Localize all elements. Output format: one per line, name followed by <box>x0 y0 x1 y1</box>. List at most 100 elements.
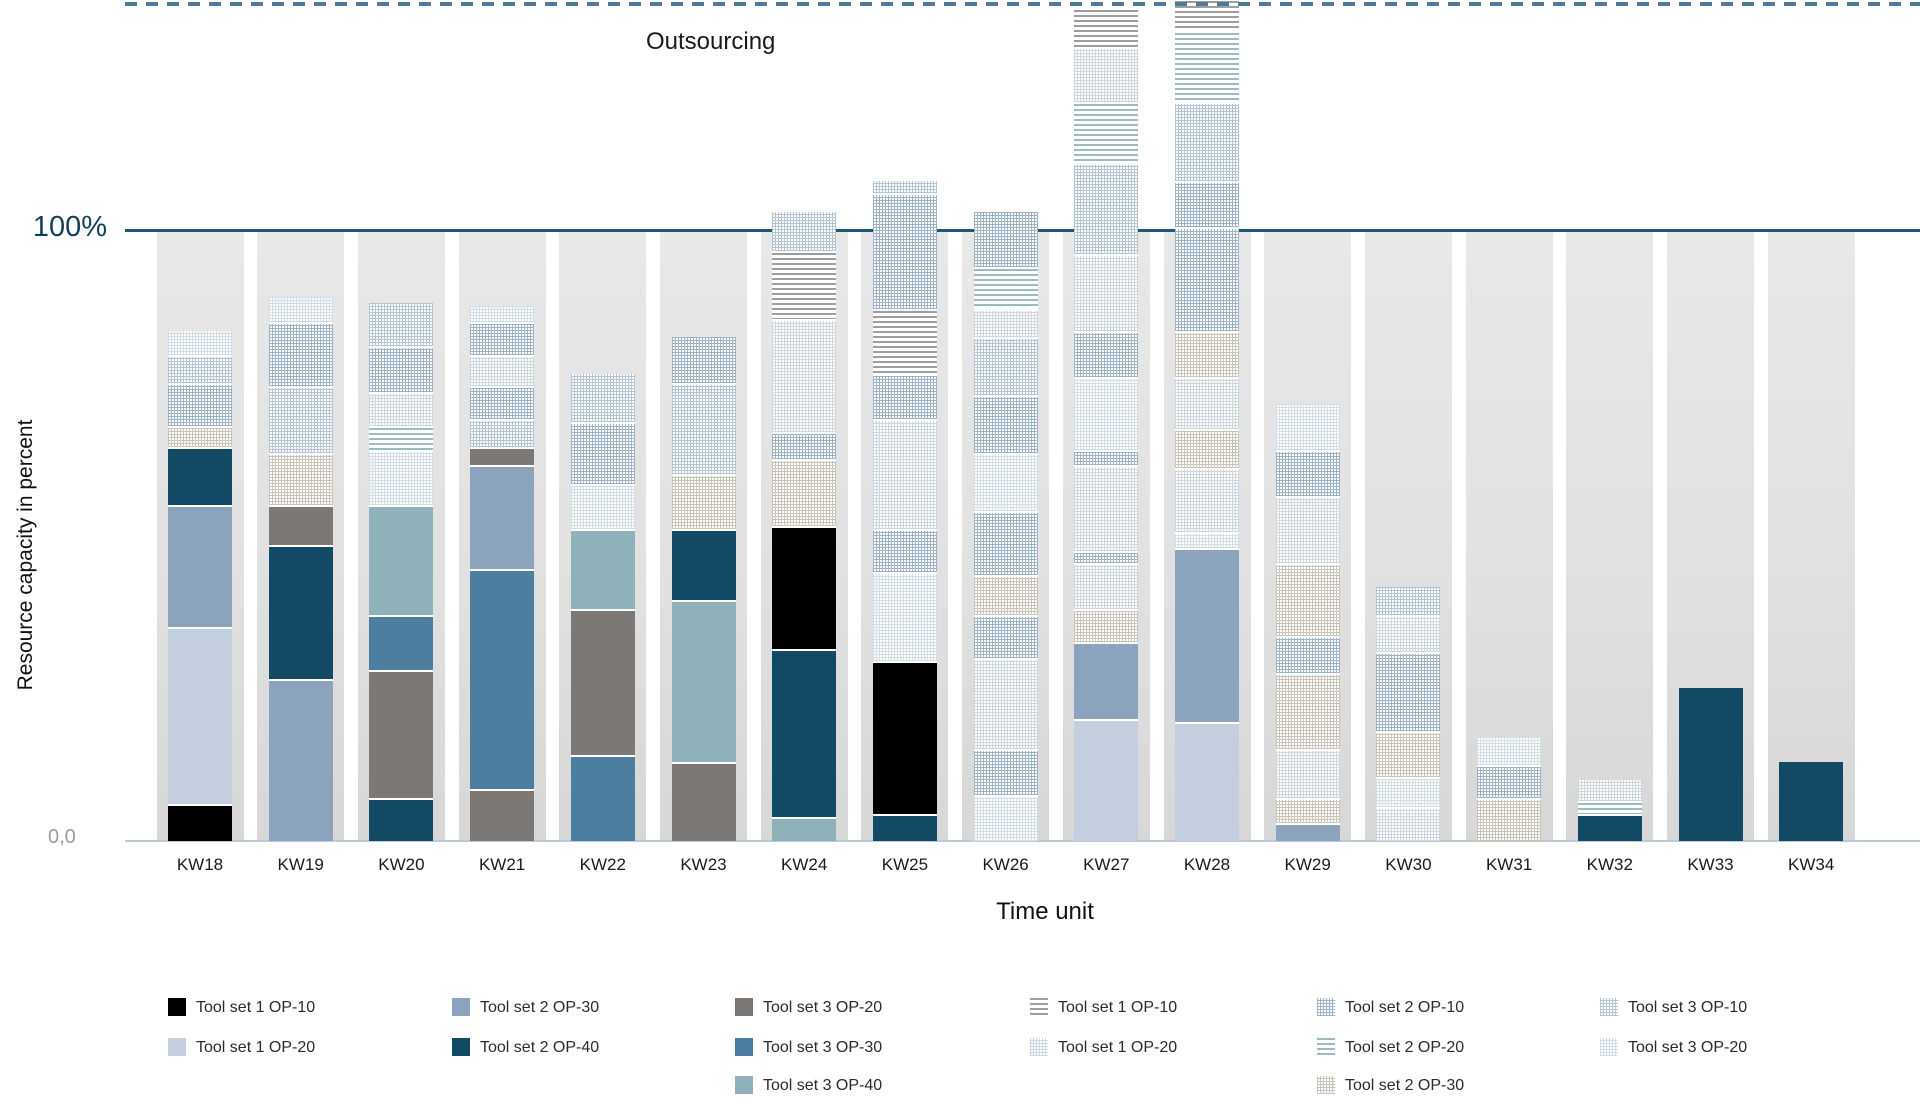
bar-segment-kw21-tool-set-3-op-20 <box>470 789 535 841</box>
x-axis-line <box>125 840 1920 842</box>
bar-segment-kw28-tool-set-2-op-20 <box>1175 31 1239 102</box>
bar-segment-kw28-tool-set-2-op-30 <box>1175 330 1239 377</box>
bar-segment-kw18-tool-set-1-op-20 <box>168 627 232 805</box>
legend-label-h1op10: Tool set 1 OP-10 <box>1058 999 1178 1016</box>
legend-label-s2op30: Tool set 2 OP-30 <box>480 999 600 1016</box>
legend-label-s1op20: Tool set 1 OP-20 <box>196 1039 316 1056</box>
legend-swatch-h2op30 <box>1317 1076 1335 1094</box>
bar-segment-kw25-tool-set-1-op-10 <box>872 660 937 814</box>
bar-segment-kw27-tool-set-1-op-20 <box>1074 465 1139 551</box>
bar-segment-kw26-tool-set-2-op-10 <box>973 511 1038 576</box>
background-column-kw34 <box>1767 230 1855 841</box>
bar-segment-kw18-tool-set-1-op-10 <box>168 804 232 841</box>
bar-segment-kw27-tool-set-1-op-20 <box>1074 254 1139 331</box>
bar-segment-kw31-tool-set-3-op-20 <box>1477 737 1542 765</box>
bar-segment-kw27-tool-set-1-op-10 <box>1074 10 1139 47</box>
bar-segment-kw32-tool-set-1-op-20 <box>1577 779 1642 802</box>
bar-segment-kw19-tool-set-2-op-30 <box>268 679 333 841</box>
legend-label-s3op40: Tool set 3 OP-40 <box>763 1077 883 1094</box>
bar-segment-kw21-tool-set-1-op-20 <box>470 355 535 386</box>
bar-segment-kw20-tool-set-2-op-20 <box>369 425 434 450</box>
bar-segment-kw19-tool-set-3-op-20 <box>268 297 333 322</box>
x-tick-kw30: KW30 <box>1385 855 1432 874</box>
bar-segment-kw21-tool-set-3-op-30 <box>470 569 535 790</box>
legend-swatch-s2op30 <box>452 998 470 1016</box>
bar-segment-kw18-tool-set-2-op-40 <box>168 446 232 505</box>
legend-swatch-h2op10 <box>1317 998 1335 1016</box>
bar-segment-kw23-tool-set-3-op-40 <box>671 599 736 762</box>
x-tick-kw22: KW22 <box>579 855 626 874</box>
bar-segment-kw29-tool-set-2-op-30 <box>1275 672 1340 750</box>
bar-segment-kw21-tool-set-3-op-20 <box>470 306 535 322</box>
bar-segment-kw20-tool-set-2-op-10 <box>369 346 434 392</box>
legend-swatch-s3op20 <box>735 998 753 1016</box>
bar-segment-kw30-tool-set-1-op-20 <box>1376 614 1441 652</box>
bar-segment-kw30-tool-set-3-op-20 <box>1376 776 1441 808</box>
bar-segment-kw26-tool-set-3-op-20 <box>973 453 1038 512</box>
x-tick-kw29: KW29 <box>1284 855 1331 874</box>
bar-segment-kw28-tool-set-2-op-10 <box>1175 226 1239 331</box>
bar-segment-kw25-tool-set-3-op-10 <box>872 181 937 194</box>
bar-segment-kw30-tool-set-2-op-30 <box>1376 731 1441 777</box>
x-tick-kw31: KW31 <box>1485 855 1533 874</box>
bar-segment-kw24-tool-set-3-op-40 <box>772 816 837 841</box>
bar-segment-kw18-tool-set-2-op-30 <box>168 425 232 447</box>
bar-segment-kw25-tool-set-2-op-10 <box>872 373 937 420</box>
bar-segment-kw20-tool-set-3-op-20 <box>369 449 434 505</box>
bar-segment-kw28-tool-set-2-op-30 <box>1175 547 1239 722</box>
bar-segment-kw22-tool-set-3-op-30 <box>570 755 635 841</box>
bar-segment-kw20-tool-set-3-op-10 <box>369 303 434 347</box>
bar-segment-kw23-tool-set-3-op-10 <box>671 382 736 475</box>
bar-segment-kw19-tool-set-2-op-30 <box>268 453 333 505</box>
bar-segment-kw25-tool-set-2-op-40 <box>872 813 937 841</box>
bar-segment-kw26-tool-set-2-op-10 <box>973 614 1038 658</box>
bar-segment-kw22-tool-set-3-op-40 <box>570 529 635 609</box>
bar-segment-kw28-tool-set-1-op-20 <box>1175 721 1239 841</box>
bar-segment-kw30-tool-set-1-op-20 <box>1376 807 1441 841</box>
bar-segment-kw29-tool-set-1-op-20 <box>1275 495 1340 563</box>
x-tick-kw33: KW33 <box>1687 855 1734 874</box>
legend-label-h2op10: Tool set 2 OP-10 <box>1345 999 1465 1016</box>
bar-segment-kw19-tool-set-3-op-20 <box>268 504 333 545</box>
legend-label-s3op20: Tool set 3 OP-20 <box>763 999 883 1016</box>
bar-segment-kw27-tool-set-1-op-20 <box>1074 718 1139 841</box>
x-tick-kw32: KW32 <box>1586 855 1633 874</box>
bar-segment-kw32-tool-set-2-op-40 <box>1577 813 1642 841</box>
bar-segment-kw21-tool-set-2-op-10 <box>470 385 535 420</box>
legend-swatch-h3op10 <box>1600 998 1618 1016</box>
bar-segment-kw19-tool-set-2-op-40 <box>268 544 333 680</box>
bar-segment-kw30-tool-set-2-op-10 <box>1376 651 1441 731</box>
bar-segment-kw27-tool-set-2-op-10 <box>1074 449 1139 466</box>
bar-segment-kw23-tool-set-2-op-30 <box>671 474 736 530</box>
bar-segment-kw29-tool-set-2-op-30 <box>1275 798 1340 823</box>
bar-segment-kw26-tool-set-2-op-10 <box>973 211 1038 267</box>
bar-segment-kw21-tool-set-2-op-10 <box>470 321 535 356</box>
x-tick-kw21: KW21 <box>478 855 526 874</box>
legend-swatch-s3op40 <box>735 1076 753 1094</box>
bar-segment-kw28-tool-set-2-op-30 <box>1175 428 1239 469</box>
bar-segment-kw29-tool-set-2-op-30 <box>1275 562 1340 637</box>
bar-segment-kw27-tool-set-2-op-30 <box>1074 642 1139 719</box>
bar-segment-kw29-tool-set-2-op-10 <box>1275 449 1340 496</box>
outsourcing-label: Outsourcing <box>646 28 776 55</box>
x-tick-kw26: KW26 <box>982 855 1029 874</box>
legend-label-s1op10: Tool set 1 OP-10 <box>196 999 316 1016</box>
bar-segment-kw27-tool-set-1-op-20 <box>1074 46 1139 102</box>
bar-segment-kw25-tool-set-1-op-10 <box>872 309 937 374</box>
bar-segment-kw26-tool-set-2-op-20 <box>973 266 1038 310</box>
x-tick-kw23: KW23 <box>680 855 727 874</box>
legend-label-s2op40: Tool set 2 OP-40 <box>480 1039 600 1056</box>
bar-segment-kw21-tool-set-3-op-10 <box>470 419 535 447</box>
legend-swatch-h3op20 <box>1600 1038 1618 1056</box>
legend-label-h3op20: Tool set 3 OP-20 <box>1628 1039 1748 1056</box>
bar-segment-kw22-tool-set-3-op-20 <box>570 483 635 530</box>
bar-segment-kw25-tool-set-1-op-20 <box>872 419 937 530</box>
bar-segment-kw30-tool-set-3-op-10 <box>1376 587 1441 615</box>
bar-segment-kw19-tool-set-2-op-10 <box>268 321 333 386</box>
bar-segment-kw27-tool-set-3-op-20 <box>1074 376 1139 450</box>
bar-segment-kw32-tool-set-2-op-20 <box>1577 801 1642 814</box>
bar-segment-kw20-tool-set-1-op-20 <box>369 391 434 426</box>
bar-segment-kw26-tool-set-2-op-10 <box>973 749 1038 796</box>
bar-segment-kw28-tool-set-3-op-20 <box>1175 532 1239 548</box>
bar-segment-kw27-tool-set-3-op-10 <box>1074 162 1139 255</box>
